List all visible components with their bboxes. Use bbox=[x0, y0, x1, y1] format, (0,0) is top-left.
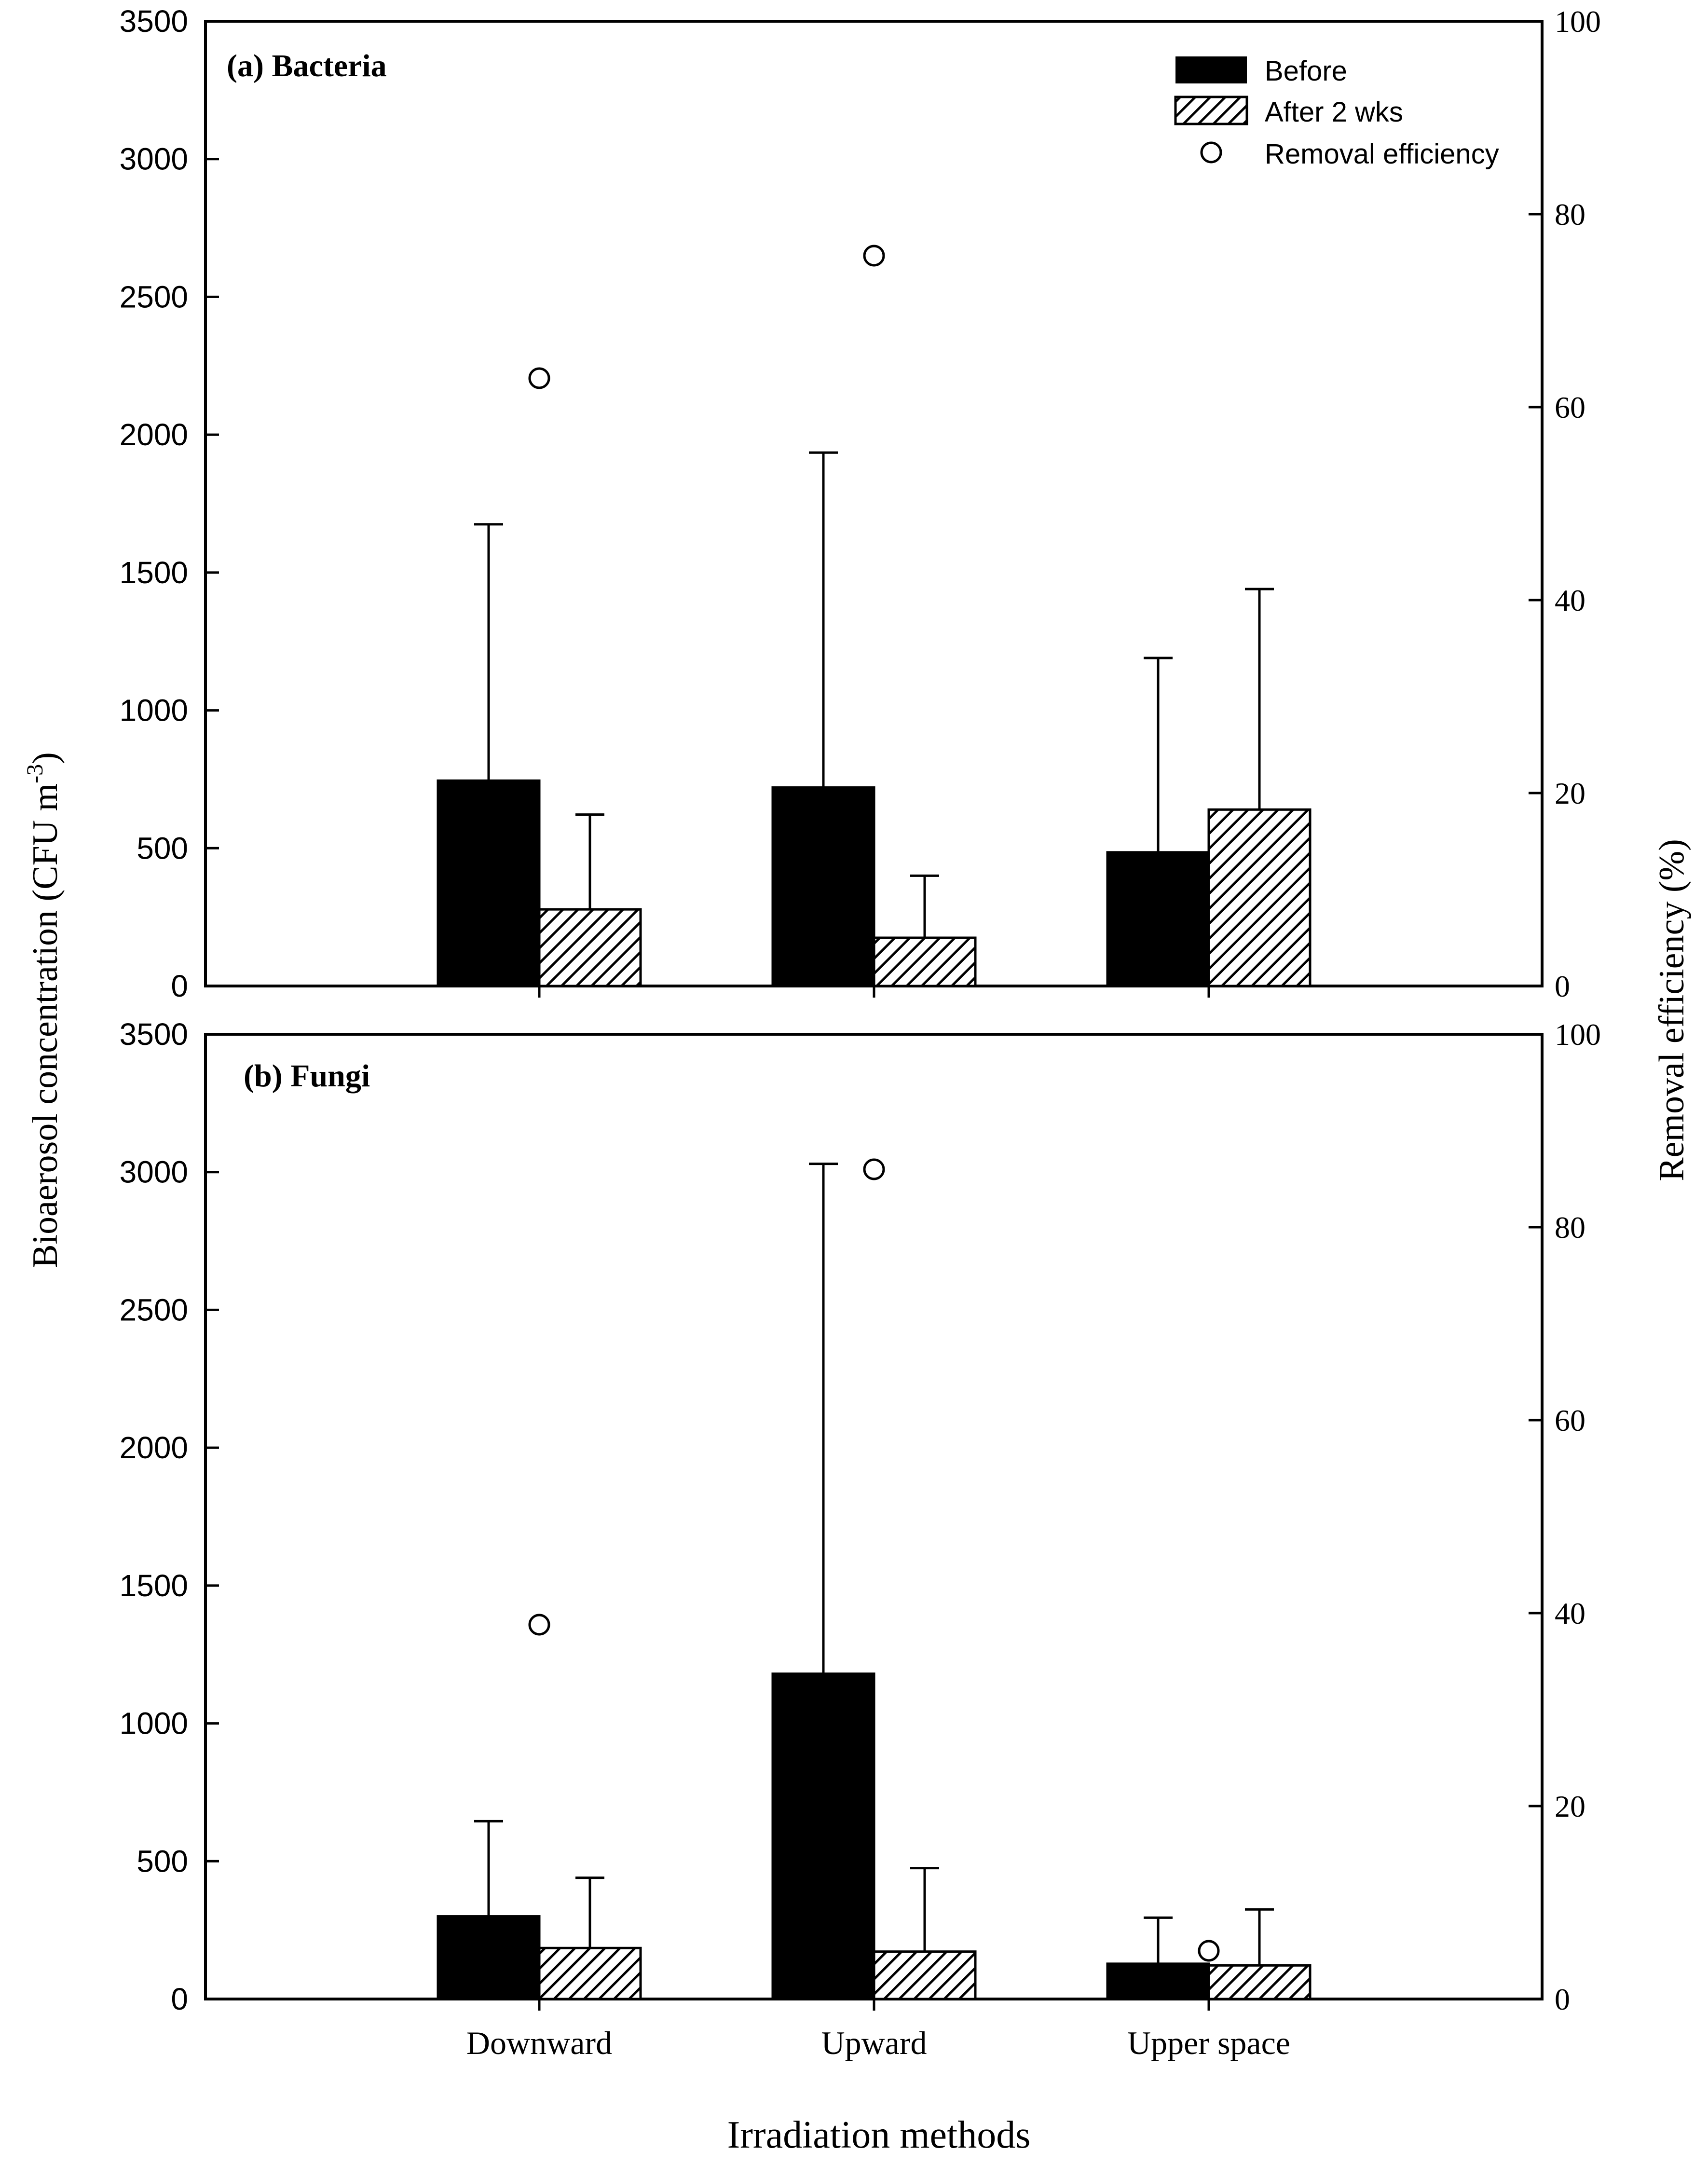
y-axis-label-left-close: ) bbox=[26, 752, 65, 764]
panel-b-left-tick-label-1: 500 bbox=[137, 1844, 188, 1878]
panel-b-fungi: 0 500 1000 1500 2000 2500 3000 3500 0 20 40 60 80 100… bbox=[120, 1017, 1601, 2016]
panel-a-right-tick-label-5: 100 bbox=[1555, 4, 1601, 39]
panel-b-bar-after-1 bbox=[873, 1950, 977, 2000]
y-axis-label-left-main: Bioaerosol concentration (CFU m bbox=[26, 783, 65, 1268]
legend-label-after: After 2 wks bbox=[1265, 96, 1403, 128]
panel-a-left-tick-label-1: 500 bbox=[137, 831, 188, 865]
panel-b-bar-before-0 bbox=[437, 1915, 541, 2000]
panel-b-right-tick-label-2: 40 bbox=[1555, 1596, 1585, 1630]
panel-a-efficiency-point-0 bbox=[528, 367, 550, 389]
panel-b-right-tick-label-0: 0 bbox=[1555, 1982, 1570, 2016]
panel-b-bar-before-2 bbox=[1106, 1962, 1210, 2000]
panel-a-left-tick-label-3: 1500 bbox=[120, 555, 188, 590]
panel-b-left-tick-label-0: 0 bbox=[171, 1982, 188, 2016]
panel-a-bar-before-1 bbox=[771, 786, 875, 987]
panel-a-left-tick-label-6: 3000 bbox=[120, 142, 188, 177]
panel-b-title: (b) Fungi bbox=[244, 1058, 370, 1094]
panel-a-left-tick-label-2: 1000 bbox=[120, 693, 188, 728]
panel-a-title: (a) Bacteria bbox=[227, 48, 387, 83]
panel-a-right-tick-label-0: 0 bbox=[1555, 969, 1570, 1003]
panel-a-left-tick-label-4: 2000 bbox=[120, 417, 188, 452]
panel-a-bar-before-2 bbox=[1106, 851, 1210, 987]
y-axis-label-left: Bioaerosol concentration (CFU m-3) bbox=[22, 752, 65, 1268]
legend-label-before: Before bbox=[1265, 55, 1347, 87]
legend-swatch-before bbox=[1175, 56, 1247, 83]
panel-b-left-tick-label-5: 2500 bbox=[120, 1292, 188, 1327]
legend: Before After 2 wks Removal efficiency bbox=[1148, 42, 1529, 197]
x-tick-label-1: Upward bbox=[821, 2025, 927, 2061]
panel-b-left-tick-label-3: 1500 bbox=[120, 1568, 188, 1603]
panel-b-bar-before-1 bbox=[771, 1672, 875, 2000]
legend-label-removal: Removal efficiency bbox=[1265, 138, 1499, 170]
legend-marker-removal bbox=[1200, 141, 1222, 164]
panel-b-left-tick-label-6: 3000 bbox=[120, 1155, 188, 1190]
panel-a-left-tick-label-0: 0 bbox=[171, 969, 188, 1003]
x-tick-label-2: Upper space bbox=[1127, 2025, 1290, 2061]
panel-a-efficiency-point-1 bbox=[863, 245, 885, 267]
x-tick-labels: Downward Upward Upper space bbox=[466, 2025, 1290, 2061]
panel-b-efficiency-point-2 bbox=[1198, 1940, 1220, 1962]
panel-b-efficiency-point-1 bbox=[863, 1158, 885, 1180]
panel-a-bar-before-0 bbox=[437, 779, 541, 987]
panel-b-right-tick-label-5: 100 bbox=[1555, 1017, 1601, 1052]
panel-b-left-tick-label-2: 1000 bbox=[120, 1706, 188, 1741]
panel-b-right-tick-label-1: 20 bbox=[1555, 1789, 1585, 1823]
panel-a-left-tick-label-5: 2500 bbox=[120, 279, 188, 314]
panel-a-right-tick-label-1: 20 bbox=[1555, 776, 1585, 810]
panel-a-right-tick-label-4: 80 bbox=[1555, 197, 1585, 232]
panel-b-left-tick-label-4: 2000 bbox=[120, 1430, 188, 1465]
panel-a-right-tick-label-3: 60 bbox=[1555, 390, 1585, 425]
panel-a-bar-after-0 bbox=[538, 908, 642, 987]
panel-a-right-tick-label-2: 40 bbox=[1555, 583, 1585, 617]
legend-swatch-after bbox=[1174, 96, 1248, 125]
x-axis-label: Irradiation methods bbox=[727, 2114, 1031, 2156]
panel-b-bar-after-2 bbox=[1207, 1964, 1312, 2000]
panel-b-bar-after-0 bbox=[538, 1946, 642, 2000]
panel-a-left-tick-label-7: 3500 bbox=[120, 4, 188, 39]
panel-b-efficiency-point-0 bbox=[528, 1614, 550, 1636]
panel-b-left-tick-label-7: 3500 bbox=[120, 1017, 188, 1052]
panel-a-bar-after-1 bbox=[873, 936, 977, 987]
panel-a-bar-after-2 bbox=[1207, 808, 1312, 987]
panel-a-bacteria: 0 500 1000 1500 2000 2500 3000 3500 0 20 40 60 80 100… bbox=[120, 4, 1601, 1003]
x-tick-label-0: Downward bbox=[466, 2025, 612, 2061]
y-axis-label-left-sup: -3 bbox=[22, 764, 48, 783]
panel-b-right-tick-label-4: 80 bbox=[1555, 1210, 1585, 1245]
y-axis-label-right: Removal efficiency (%) bbox=[1652, 839, 1692, 1181]
panel-b-right-tick-label-3: 60 bbox=[1555, 1403, 1585, 1438]
